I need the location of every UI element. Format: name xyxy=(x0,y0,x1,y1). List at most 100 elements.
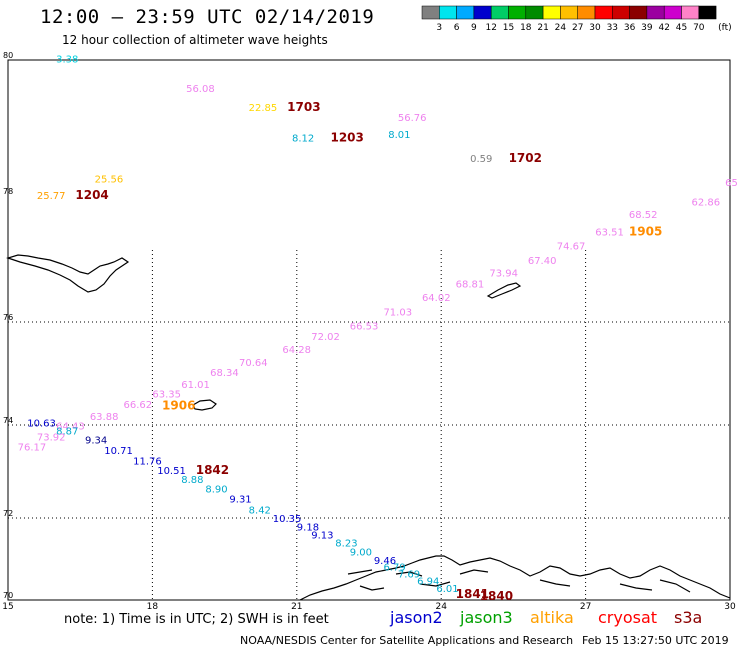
wave-height-label: 76.17 xyxy=(18,443,47,454)
legend-jason2: jason2 xyxy=(390,608,443,627)
wave-height-label: 70.64 xyxy=(239,358,268,369)
map-subtitle: 12 hour collection of altimeter wave hei… xyxy=(62,33,328,47)
legend-label: 27 xyxy=(572,23,583,33)
wave-height-label: 8.88 xyxy=(181,475,203,486)
legend-label: 45 xyxy=(676,23,687,33)
lat-tick-label: 80 xyxy=(3,51,13,60)
wave-height-label: 63.88 xyxy=(90,412,119,423)
wave-height-label: 72.02 xyxy=(311,332,340,343)
legend-swatch xyxy=(439,5,457,20)
legend-unit: (ft) xyxy=(718,23,732,33)
wave-height-label: 74.67 xyxy=(557,242,586,253)
legend-swatch xyxy=(629,5,648,20)
wave-height-label: 25.77 xyxy=(37,191,66,202)
wave-height-label: 22.85 xyxy=(249,103,278,114)
wave-height-label: 62.86 xyxy=(691,197,720,208)
wave-height-label: 73.94 xyxy=(489,269,518,280)
wave-height-label: 0.59 xyxy=(470,154,492,165)
credit-line: NOAA/NESDIS Center for Satellite Applica… xyxy=(240,634,574,647)
lat-tick-label: 72 xyxy=(3,509,13,518)
pass-time-label: 1203 xyxy=(330,131,363,145)
wave-height-label: 68.34 xyxy=(210,368,239,379)
legend-swatch xyxy=(612,5,630,20)
legend-swatch xyxy=(577,5,596,20)
wave-height-label: 10.35 xyxy=(273,514,302,525)
pass-time-label: 1906 xyxy=(162,399,195,413)
norway-fjords xyxy=(347,569,691,593)
wave-height-label: 9.31 xyxy=(229,495,251,506)
map-frame xyxy=(7,59,731,601)
kong-karls-land xyxy=(486,282,522,299)
legend-label: 6 xyxy=(454,23,460,33)
wave-height-label: 67.40 xyxy=(528,256,557,267)
bjornoya xyxy=(192,399,217,411)
legend-swatch xyxy=(508,5,527,20)
legend-swatch xyxy=(594,5,613,20)
wave-height-label: 61.01 xyxy=(181,380,210,391)
footnote: note: 1) Time is in UTC; 2) SWH is in fe… xyxy=(64,612,329,627)
wave-height-label: 9.46 xyxy=(374,556,396,567)
legend-label: 3 xyxy=(436,23,442,33)
lon-tick-label: 24 xyxy=(435,602,447,612)
legend-swatch xyxy=(456,5,475,20)
pass-time-label: 1842 xyxy=(196,463,229,477)
wave-height-label: 10.63 xyxy=(27,418,56,429)
legend-swatch xyxy=(646,5,665,20)
wave-height-label: 6.94 xyxy=(417,576,439,587)
wave-height-label: 68.81 xyxy=(456,279,485,290)
wave-height-label: 65 xyxy=(725,178,738,189)
wave-height-label: 68.52 xyxy=(629,210,658,221)
wave-height-label: 6.79 xyxy=(383,562,405,573)
wave-height-label: 3.38 xyxy=(56,55,78,66)
wave-height-legend: 3 6 9 12 15 18 21 24 27 30 33 36 39 42 45 70 (ft) xyxy=(421,5,732,33)
wave-height-label: 64.43 xyxy=(56,422,85,433)
lat-tick-label: 78 xyxy=(3,187,13,196)
wave-height-label: 64.28 xyxy=(282,345,311,356)
norway-coast xyxy=(299,555,731,601)
axis-labels: 80 78 76 74 72 70 15 18 21 24 27 30 xyxy=(2,51,736,612)
wave-height-label: 66.62 xyxy=(124,400,153,411)
legend-swatch xyxy=(560,5,578,20)
legend-label: 36 xyxy=(624,23,636,33)
wave-height-label: 8.90 xyxy=(205,484,227,495)
wave-height-label: 7.69 xyxy=(398,569,420,580)
legend-label: 70 xyxy=(693,23,705,33)
coastline xyxy=(6,254,731,601)
wave-height-label: 56.08 xyxy=(186,84,215,95)
legend-label: 30 xyxy=(589,23,601,33)
legend-swatch xyxy=(490,5,509,20)
legend-label: 21 xyxy=(537,23,548,33)
wave-height-label: 63.35 xyxy=(152,390,181,401)
wave-height-label: 6.01 xyxy=(436,584,458,595)
pass-time-label: 1204 xyxy=(75,188,108,202)
legend-label: 33 xyxy=(607,23,618,33)
wave-height-label: 64.02 xyxy=(422,293,451,304)
wave-height-label: 25.56 xyxy=(95,174,124,185)
svalbard-coast xyxy=(6,254,130,293)
lon-tick-label: 18 xyxy=(147,602,159,612)
legend-jason3: jason3 xyxy=(460,608,513,627)
wave-height-label: 9.13 xyxy=(311,531,333,542)
pass-time-label: 1703 xyxy=(287,100,320,114)
lon-tick-label: 21 xyxy=(291,602,302,612)
wave-height-label: 8.23 xyxy=(335,539,357,550)
wave-height-label: 63.51 xyxy=(595,228,624,239)
wave-height-label: 9.18 xyxy=(297,522,319,533)
legend-label: 24 xyxy=(555,23,567,33)
map-title: 12:00 – 23:59 UTC 02/14/2019 xyxy=(40,6,375,28)
lat-tick-label: 74 xyxy=(3,416,13,425)
wave-height-label: 11.76 xyxy=(133,457,162,468)
legend-swatch xyxy=(663,5,682,20)
wave-height-label: 8.01 xyxy=(388,130,410,141)
legend-label: 18 xyxy=(520,23,532,33)
wave-height-label: 73.92 xyxy=(37,432,66,443)
lon-tick-label: 30 xyxy=(724,602,736,612)
legend-altika: altika xyxy=(530,608,574,627)
wave-height-label: 10.51 xyxy=(157,466,186,477)
wave-height-label: 9.00 xyxy=(350,548,372,559)
legend-label: 12 xyxy=(485,23,496,33)
legend-label: 42 xyxy=(658,23,669,33)
wave-height-label: 56.76 xyxy=(398,113,427,124)
lon-tick-label: 15 xyxy=(2,602,13,612)
